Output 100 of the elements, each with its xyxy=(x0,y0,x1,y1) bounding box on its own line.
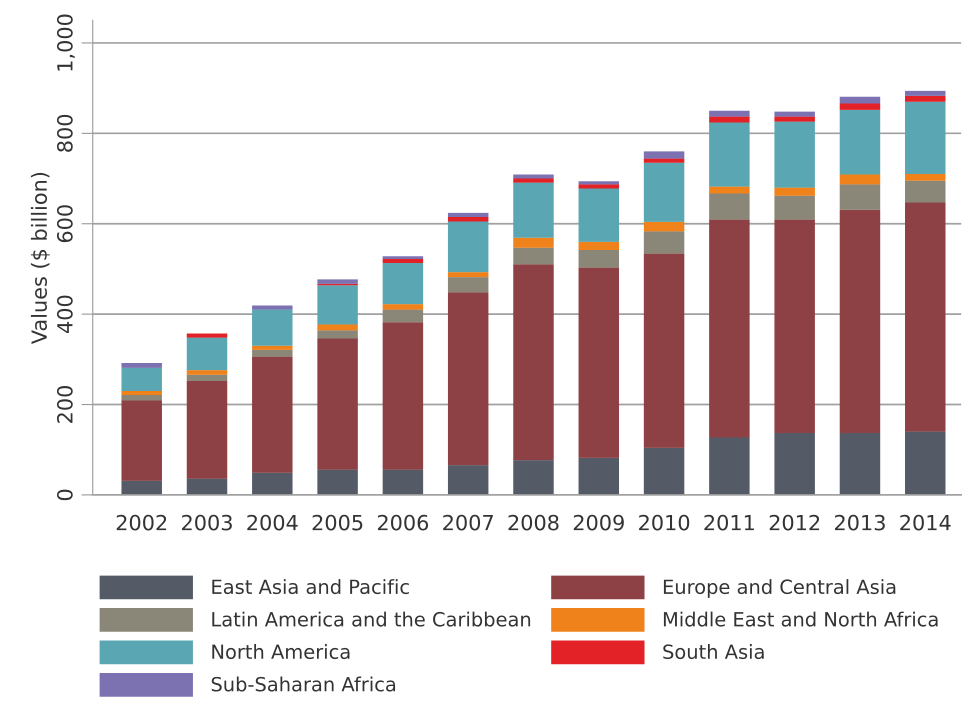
bar xyxy=(709,186,750,194)
bar xyxy=(382,258,424,264)
x-tick-label: 2002 xyxy=(116,514,166,530)
bar xyxy=(121,362,162,368)
bar xyxy=(513,460,554,495)
x-tick-label: 2011 xyxy=(704,514,754,530)
bar xyxy=(774,122,815,188)
bar xyxy=(905,96,946,102)
bar xyxy=(186,374,228,382)
bar xyxy=(774,116,815,122)
x-tick-label: 2014 xyxy=(900,514,951,530)
bar xyxy=(121,480,162,495)
bar xyxy=(513,238,554,248)
bar xyxy=(186,478,228,495)
bar xyxy=(840,110,880,174)
bar xyxy=(252,472,293,495)
bar xyxy=(774,112,815,117)
bar xyxy=(840,210,880,433)
y-tick-label: 200 xyxy=(56,386,73,423)
bar xyxy=(252,356,293,473)
bar xyxy=(905,180,946,202)
bar xyxy=(186,338,228,370)
x-tick-label: 2012 xyxy=(770,514,820,530)
bar xyxy=(709,193,750,220)
bar xyxy=(644,254,684,448)
bar xyxy=(513,182,554,238)
legend-label: South Asia xyxy=(663,644,764,660)
bar xyxy=(317,470,358,495)
bar xyxy=(513,264,554,460)
bar xyxy=(709,116,750,122)
bar xyxy=(905,90,946,96)
bar xyxy=(709,110,750,117)
y-tick-label: 800 xyxy=(56,114,73,152)
x-tick-label: 2006 xyxy=(378,514,428,530)
bar xyxy=(644,151,684,159)
bar xyxy=(317,330,358,339)
legend-label: North America xyxy=(212,644,350,660)
bar xyxy=(382,470,424,495)
bar xyxy=(382,310,424,322)
bar xyxy=(774,188,815,196)
bar xyxy=(644,162,684,222)
x-tick-label: 2010 xyxy=(639,514,690,530)
bar xyxy=(578,242,620,250)
bar xyxy=(382,322,424,470)
x-tick-label: 2003 xyxy=(182,514,232,530)
bar xyxy=(448,212,488,217)
bar xyxy=(578,181,620,184)
bar xyxy=(121,390,162,396)
bar xyxy=(774,220,815,433)
legend-label: East Asia and Pacific xyxy=(212,579,409,594)
bar xyxy=(317,285,358,325)
bar xyxy=(448,216,488,222)
bar xyxy=(709,438,750,495)
bar xyxy=(121,395,162,400)
bar xyxy=(121,400,162,481)
x-tick-label: 2007 xyxy=(443,514,493,530)
bar xyxy=(252,350,293,357)
bar xyxy=(644,231,684,254)
bar xyxy=(252,306,293,310)
bar xyxy=(448,277,488,292)
bar xyxy=(317,279,358,284)
legend-label: Sub-Saharan Africa xyxy=(212,676,396,692)
bar xyxy=(513,178,554,183)
bar xyxy=(578,188,620,242)
bar xyxy=(644,222,684,232)
bar xyxy=(513,248,554,264)
bar xyxy=(448,221,488,272)
bar xyxy=(774,432,815,495)
bar xyxy=(840,104,880,110)
bar xyxy=(578,250,620,268)
bar xyxy=(186,334,228,338)
y-tick-label: 600 xyxy=(56,205,73,242)
bar xyxy=(448,272,488,278)
bar xyxy=(448,292,488,466)
legend-label: Europe and Central Asia xyxy=(664,579,896,598)
bar xyxy=(121,368,162,391)
bar xyxy=(578,184,620,188)
bar xyxy=(905,432,946,495)
bar xyxy=(709,122,750,187)
x-tick-label: 2009 xyxy=(574,514,624,530)
bar xyxy=(186,370,228,375)
bar xyxy=(774,196,815,220)
bar xyxy=(186,381,228,479)
bar xyxy=(644,448,684,495)
y-tick-label: 400 xyxy=(56,296,73,333)
bar xyxy=(382,256,424,259)
bar xyxy=(513,174,554,179)
bar xyxy=(317,324,358,330)
x-tick-label: 2005 xyxy=(312,514,362,530)
bar xyxy=(905,202,946,432)
bar xyxy=(709,220,750,438)
bar xyxy=(448,465,488,495)
bar xyxy=(382,263,424,304)
y-tick-label: 0 xyxy=(56,490,73,500)
bar xyxy=(382,304,424,310)
x-tick-label: 2008 xyxy=(508,514,559,530)
bar xyxy=(905,174,946,181)
bar xyxy=(840,184,880,210)
bar xyxy=(840,432,880,495)
y-axis-title: Values ($ billion) xyxy=(30,172,50,344)
